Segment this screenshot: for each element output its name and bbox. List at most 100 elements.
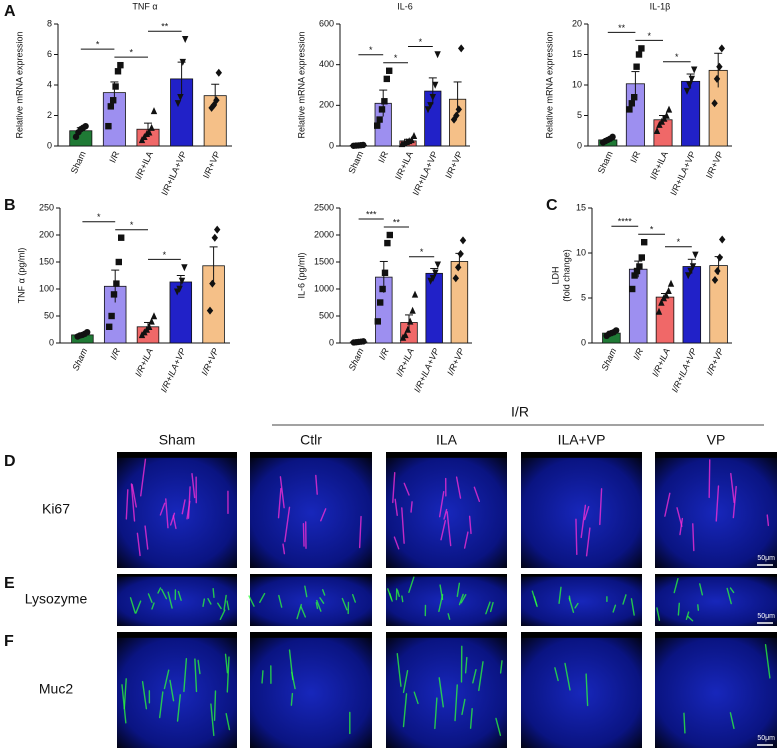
y-tick-label: 400 xyxy=(319,59,334,69)
data-point xyxy=(719,235,726,244)
y-tick-label: 4 xyxy=(47,79,52,89)
stain xyxy=(766,514,770,527)
data-point xyxy=(638,45,645,52)
stain xyxy=(413,691,419,705)
stain xyxy=(304,585,308,598)
data-point xyxy=(683,87,691,95)
data-point xyxy=(409,306,416,314)
bar xyxy=(709,265,728,344)
stain xyxy=(248,595,255,607)
significance-label: * xyxy=(675,52,679,62)
x-tick-label: I/R xyxy=(376,149,390,164)
stain xyxy=(438,491,445,518)
x-tick-label: Sham xyxy=(70,346,89,372)
stain xyxy=(181,499,186,515)
panel-label: E xyxy=(4,575,15,592)
significance-label: ** xyxy=(161,22,169,32)
y-tick-label: 5 xyxy=(577,110,582,120)
stain xyxy=(121,684,127,724)
stain xyxy=(316,599,322,612)
stain xyxy=(135,600,142,614)
stain xyxy=(163,669,170,690)
data-point xyxy=(714,267,721,275)
data-point xyxy=(452,274,459,283)
data-point xyxy=(374,318,381,325)
data-point xyxy=(179,58,186,66)
stain xyxy=(341,597,348,611)
y-tick-label: 600 xyxy=(319,18,334,28)
tissue xyxy=(117,457,237,568)
y-tick-label: 200 xyxy=(319,100,334,110)
bar xyxy=(655,296,675,344)
data-point xyxy=(626,106,633,113)
stain xyxy=(224,653,229,674)
data-point xyxy=(429,275,437,282)
data-point xyxy=(178,277,186,285)
x-tick-label: I/R+ILA xyxy=(650,347,672,379)
stain xyxy=(478,661,484,692)
stain xyxy=(656,607,661,621)
stain xyxy=(455,476,462,499)
column-label: ILA+VP xyxy=(558,432,606,448)
stain xyxy=(468,515,472,535)
data-point xyxy=(110,291,118,298)
stain xyxy=(136,532,141,557)
stain xyxy=(144,525,149,550)
stain xyxy=(158,691,164,719)
stain xyxy=(176,694,181,722)
column-label: ILA xyxy=(436,432,458,448)
data-point xyxy=(410,132,418,140)
x-tick-label: I/R xyxy=(107,149,121,164)
y-tick-label: 20 xyxy=(572,18,582,28)
bar xyxy=(681,80,701,147)
stain xyxy=(140,458,147,497)
y-tick-label: 250 xyxy=(39,202,54,212)
data-point xyxy=(455,263,462,272)
stain xyxy=(495,717,502,737)
stain xyxy=(489,601,494,613)
data-point xyxy=(114,68,122,75)
stain xyxy=(389,592,393,600)
x-tick-label: I/R xyxy=(631,346,645,361)
data-point xyxy=(459,236,467,245)
stain xyxy=(321,589,326,596)
x-tick-label: I/R+ILA+VP xyxy=(668,150,697,197)
x-tick-label: I/R xyxy=(628,149,642,164)
stain xyxy=(699,583,704,596)
y-tick-label: 10 xyxy=(576,247,586,257)
stain xyxy=(440,519,447,541)
significance-label: * xyxy=(650,225,654,235)
data-point xyxy=(386,231,393,239)
panel-label: A xyxy=(4,3,16,20)
tissue xyxy=(386,576,507,626)
x-tick-label: I/R+ILA xyxy=(133,347,155,379)
y-tick-label: 0 xyxy=(577,140,582,150)
data-point xyxy=(209,279,216,288)
y-tick-label: 500 xyxy=(319,310,334,320)
stain xyxy=(692,523,695,552)
data-point xyxy=(181,264,188,272)
significance-label: ** xyxy=(393,217,401,227)
data-point xyxy=(215,68,222,77)
x-tick-label: Sham xyxy=(347,346,366,372)
data-point xyxy=(113,280,120,287)
x-tick-label: I/R+ILA+VP xyxy=(670,347,699,394)
significance-label: ** xyxy=(618,23,626,33)
data-point xyxy=(214,225,221,234)
data-point xyxy=(82,122,89,130)
stain xyxy=(599,488,603,526)
x-tick-label: I/R+ILA+VP xyxy=(159,347,188,394)
y-tick-label: 8 xyxy=(47,18,52,28)
stain xyxy=(157,587,162,594)
scale-bar-label: 50μm xyxy=(757,555,775,562)
stain xyxy=(454,684,458,722)
bar xyxy=(682,266,702,344)
stain xyxy=(443,508,448,520)
stain xyxy=(183,657,188,693)
data-point xyxy=(386,67,393,74)
data-point xyxy=(716,253,723,262)
stain xyxy=(394,498,398,516)
data-point xyxy=(609,133,616,141)
data-point xyxy=(641,239,648,246)
stain xyxy=(282,543,286,555)
